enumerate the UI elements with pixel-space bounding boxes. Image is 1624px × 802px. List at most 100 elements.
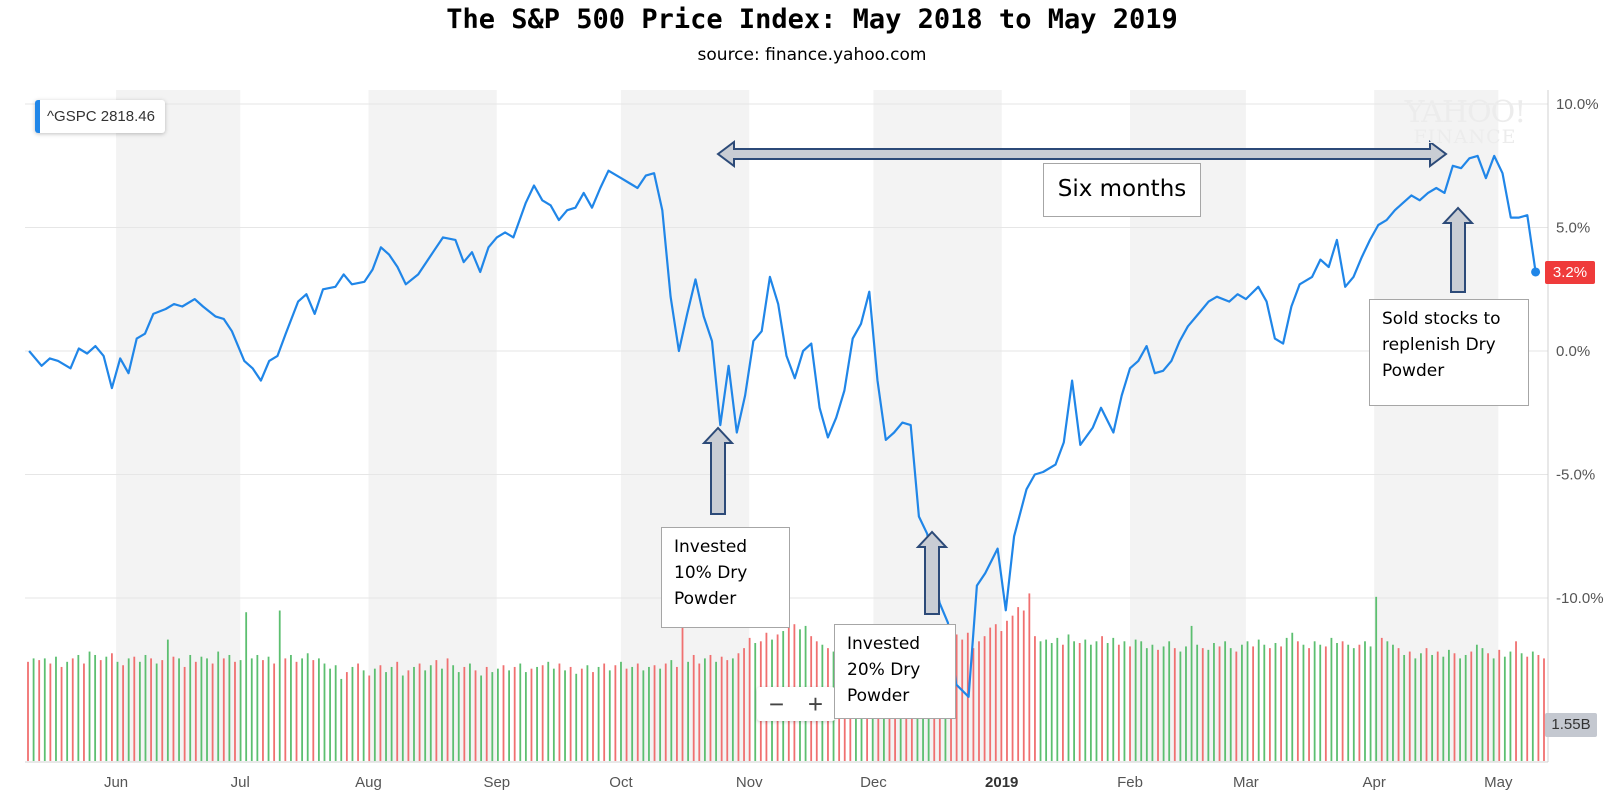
- volume-bar: [1201, 648, 1204, 761]
- volume-bar: [547, 661, 550, 761]
- x-tick-label: Apr: [1363, 774, 1386, 791]
- volume-bar: [524, 672, 527, 761]
- ticker-value: 2818.46: [100, 108, 155, 125]
- volume-bar: [983, 636, 986, 761]
- volume-bar: [83, 663, 85, 761]
- volume-bar: [519, 663, 522, 761]
- volume-bar: [452, 665, 455, 761]
- volume-bar: [1392, 644, 1394, 761]
- month-band: [116, 90, 241, 762]
- volume-bar: [592, 672, 594, 761]
- volume-bar: [1073, 641, 1075, 761]
- volume-bar: [239, 660, 242, 761]
- volume-bar: [1291, 632, 1294, 761]
- volume-bar: [1296, 641, 1299, 761]
- x-tick-label: Jun: [104, 774, 128, 791]
- volume-bar: [1151, 644, 1154, 761]
- volume-bar: [497, 668, 499, 761]
- volume-bar: [469, 663, 471, 761]
- volume-bar: [1229, 648, 1232, 761]
- volume-bar: [1503, 656, 1506, 761]
- zoom-controls: − +: [757, 687, 835, 721]
- volume-bar: [480, 675, 483, 761]
- y-tick-label: 5.0%: [1556, 220, 1590, 237]
- volume-bar: [345, 672, 348, 761]
- volume-bar: [1045, 639, 1048, 761]
- volume-bar: [99, 660, 102, 761]
- volume-bar: [1448, 649, 1450, 761]
- volume-bar: [558, 663, 561, 761]
- up-arrow-sold: [1441, 206, 1475, 293]
- volume-bar: [1464, 654, 1467, 761]
- volume-bar: [329, 668, 331, 761]
- volume-bar: [748, 637, 751, 761]
- volume-bar: [1185, 646, 1187, 761]
- volume-bar: [1190, 625, 1193, 761]
- y-tick-label: 10.0%: [1556, 96, 1599, 113]
- volume-bar: [290, 654, 292, 761]
- volume-bar: [94, 654, 97, 761]
- six-months-double-arrow: [716, 140, 1448, 168]
- volume-bar: [715, 661, 717, 761]
- volume-bar: [1280, 646, 1282, 761]
- volume-bar: [603, 663, 606, 761]
- volume-bar: [306, 653, 309, 761]
- zoom-in-button[interactable]: +: [807, 689, 824, 719]
- volume-bar: [564, 670, 566, 761]
- x-tick-label: 2019: [985, 774, 1018, 791]
- volume-bar: [972, 648, 975, 761]
- volume-bar: [586, 665, 589, 761]
- volume-bar: [1095, 641, 1098, 761]
- volume-bar: [245, 612, 248, 761]
- volume-bar: [681, 601, 684, 761]
- volume-bar: [1207, 649, 1210, 761]
- volume-bar: [648, 666, 650, 761]
- volume-bar: [625, 668, 628, 761]
- invested-10-note: Invested 10% Dry Powder: [661, 527, 790, 628]
- zoom-out-button[interactable]: −: [768, 689, 785, 719]
- volume-bar: [1134, 639, 1137, 761]
- volume-bar: [396, 661, 399, 761]
- volume-bar: [1246, 641, 1249, 761]
- volume-bar: [1436, 651, 1439, 761]
- volume-bar: [1302, 644, 1305, 761]
- note-line: Invested: [847, 634, 921, 654]
- volume-bar: [284, 658, 287, 761]
- note-line: Powder: [674, 589, 737, 609]
- volume-bar: [703, 658, 706, 761]
- volume-bar: [1453, 653, 1456, 761]
- volume-bar: [161, 660, 164, 761]
- volume-bar: [580, 668, 583, 761]
- volume-bar: [1263, 644, 1266, 761]
- volume-bar: [256, 654, 259, 761]
- volume-bar: [401, 675, 404, 761]
- volume-bar: [731, 658, 734, 761]
- volume-bar: [71, 658, 74, 761]
- x-tick-label: Feb: [1117, 774, 1143, 791]
- note-line: 10% Dry: [674, 563, 748, 583]
- volume-bar: [127, 658, 130, 761]
- volume-bar: [1089, 644, 1092, 761]
- volume-bar: [620, 661, 622, 761]
- volume-bar: [1011, 615, 1014, 761]
- volume-bar: [441, 668, 443, 761]
- note-line: Powder: [847, 686, 910, 706]
- volume-bar: [1218, 646, 1221, 761]
- volume-bar: [1235, 651, 1238, 761]
- volume-bar: [273, 663, 276, 761]
- chart-subtitle: source: finance.yahoo.com: [697, 45, 927, 65]
- volume-bar: [194, 661, 197, 761]
- volume-bar: [111, 653, 113, 761]
- x-tick-label: Sep: [483, 774, 510, 791]
- volume-bar: [267, 656, 270, 761]
- volume-bar: [1526, 656, 1529, 761]
- volume-bar: [1324, 646, 1327, 761]
- volume-bar: [262, 660, 264, 761]
- volume-bar: [211, 663, 214, 761]
- volume-bar: [172, 656, 175, 761]
- volume-bar: [614, 665, 617, 761]
- volume-bar: [323, 663, 326, 761]
- volume-bar: [222, 658, 225, 761]
- invested-20-note: Invested 20% Dry Powder: [834, 624, 956, 719]
